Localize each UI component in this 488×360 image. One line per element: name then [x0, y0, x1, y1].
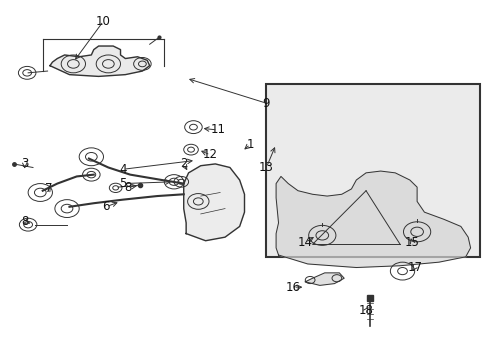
Polygon shape [50, 46, 149, 76]
Text: 9: 9 [262, 97, 269, 110]
Text: 6: 6 [102, 200, 109, 213]
Text: 18: 18 [358, 304, 373, 317]
Polygon shape [183, 164, 244, 241]
Text: 1: 1 [246, 138, 254, 151]
Text: 12: 12 [203, 148, 218, 162]
Text: 14: 14 [297, 236, 312, 249]
Text: 4: 4 [119, 163, 126, 176]
Text: 10: 10 [96, 14, 111, 27]
Text: 13: 13 [259, 161, 273, 174]
Text: 8: 8 [124, 181, 131, 194]
Text: 11: 11 [210, 123, 225, 136]
Text: 7: 7 [45, 183, 53, 195]
Text: 17: 17 [407, 261, 421, 274]
Polygon shape [305, 273, 344, 285]
Polygon shape [276, 171, 469, 267]
Text: 3: 3 [21, 157, 28, 170]
Text: 8: 8 [21, 215, 28, 228]
Text: 5: 5 [119, 177, 126, 190]
Bar [266, 84, 479, 257]
Text: 2: 2 [180, 157, 187, 170]
Text: 16: 16 [285, 281, 300, 294]
Text: 15: 15 [404, 236, 419, 249]
